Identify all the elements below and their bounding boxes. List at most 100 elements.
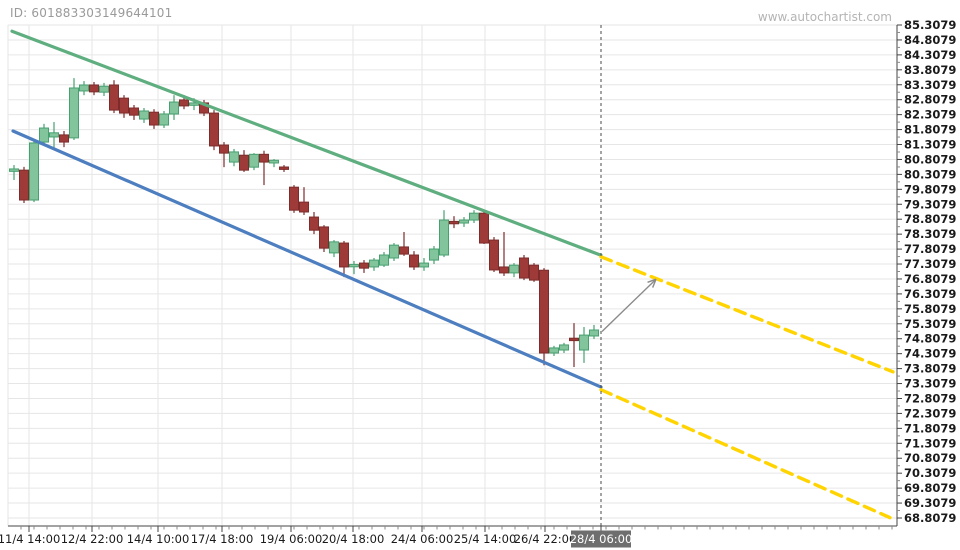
y-tick-label: 76.8079	[904, 272, 956, 286]
bullish-candle	[159, 110, 169, 129]
bearish-candle	[219, 142, 229, 168]
candle-body	[449, 220, 459, 225]
candle-body	[479, 212, 489, 244]
y-tick-label: 69.3079	[904, 496, 956, 510]
gridlines	[7, 24, 897, 526]
candle-body	[579, 334, 589, 351]
candle-body	[289, 186, 299, 211]
bullish-candle	[329, 240, 339, 258]
y-tick-label: 79.3079	[904, 197, 956, 211]
candle-body	[19, 169, 29, 201]
pattern-lines	[10, 29, 895, 520]
forecast-arrowhead	[651, 278, 657, 288]
bearish-candle	[569, 323, 579, 368]
candle-body	[589, 329, 599, 337]
bullish-candle	[49, 122, 59, 149]
y-tick-label: 72.3079	[904, 406, 956, 420]
candle-body	[409, 254, 419, 268]
bearish-candle	[399, 231, 409, 256]
candle-body	[379, 254, 389, 266]
bearish-candle	[449, 216, 459, 229]
y-tick-label: 82.8079	[904, 93, 956, 107]
chart-id-label: ID: 601883303149644101	[10, 6, 173, 20]
candle-body	[539, 269, 549, 354]
candle-body	[79, 84, 89, 92]
candle-body	[439, 219, 449, 256]
candle-body	[259, 153, 269, 163]
y-tick-label: 83.8079	[904, 63, 956, 77]
bearish-candle	[149, 109, 159, 129]
bullish-candle	[369, 257, 379, 271]
candle-body	[309, 216, 319, 231]
bullish-candle	[389, 243, 399, 261]
candle-body	[189, 102, 199, 106]
bearish-candle	[319, 225, 329, 253]
bearish-candle	[539, 268, 549, 366]
candle-body	[399, 246, 409, 255]
bearish-candle	[59, 131, 69, 148]
bullish-candle	[349, 260, 359, 275]
bearish-candle	[499, 231, 509, 276]
candle-body	[299, 201, 309, 213]
candle-body	[59, 134, 69, 143]
y-tick-label: 70.8079	[904, 451, 956, 465]
forecast-arrow	[601, 278, 657, 332]
bullish-candle	[459, 217, 469, 227]
forecast-arrow-shaft	[601, 278, 657, 332]
x-tick-label: 20/4 18:00	[322, 532, 385, 546]
candle-body	[229, 151, 239, 163]
y-tick-label: 70.3079	[904, 466, 956, 480]
y-tick-label: 80.3079	[904, 167, 956, 181]
y-tick-label: 73.3079	[904, 377, 956, 391]
bearish-candle	[109, 80, 119, 114]
projected-upper-line	[599, 255, 895, 374]
candle-body	[129, 107, 139, 116]
y-tick-label: 85.3079	[904, 18, 956, 32]
y-tick-label: 72.8079	[904, 391, 956, 405]
y-tick-label: 82.3079	[904, 108, 956, 122]
candles	[9, 78, 599, 368]
candle-body	[89, 84, 99, 93]
bearish-candle	[19, 166, 29, 204]
y-tick-label: 77.8079	[904, 242, 956, 256]
bearish-candle	[339, 240, 349, 278]
bearish-candle	[359, 260, 369, 273]
candle-body	[349, 263, 359, 268]
bullish-candle	[269, 159, 279, 168]
bearish-candle	[479, 211, 489, 244]
bearish-candle	[519, 255, 529, 281]
y-tick-label: 84.8079	[904, 33, 956, 47]
bullish-candle	[589, 324, 599, 339]
y-tick-label: 71.8079	[904, 421, 956, 435]
y-tick-label: 71.3079	[904, 436, 956, 450]
y-tick-label: 73.8079	[904, 362, 956, 376]
x-tick-label: 24/4 06:00	[391, 532, 454, 546]
candle-body	[459, 219, 469, 224]
bearish-candle	[259, 150, 269, 186]
x-tick-label: 12/4 22:00	[61, 532, 124, 546]
resistance-trendline	[10, 29, 603, 257]
bullish-candle	[169, 95, 179, 120]
x-tick-label: 19/4 06:00	[260, 532, 323, 546]
y-tick-label: 76.3079	[904, 287, 956, 301]
candle-body	[469, 212, 479, 221]
y-tick-label: 78.3079	[904, 227, 956, 241]
y-tick-label: 74.8079	[904, 332, 956, 346]
candle-body	[319, 226, 329, 249]
candle-body	[549, 347, 559, 354]
bearish-candle	[129, 105, 139, 120]
bullish-candle	[79, 81, 89, 96]
bearish-candle	[89, 82, 99, 96]
y-tick-label: 79.8079	[904, 182, 956, 196]
candle-body	[489, 239, 499, 271]
candle-body	[499, 266, 509, 274]
candle-body	[359, 262, 369, 269]
x-tick-label-highlighted: 28/4 06:00	[570, 532, 633, 546]
forecast-arrowhead	[647, 278, 657, 283]
candle-body	[9, 168, 19, 172]
x-tick-label: 14/4 10:00	[127, 532, 190, 546]
bullish-candle	[509, 263, 519, 278]
candle-body	[569, 337, 579, 342]
bullish-candle	[249, 153, 259, 171]
